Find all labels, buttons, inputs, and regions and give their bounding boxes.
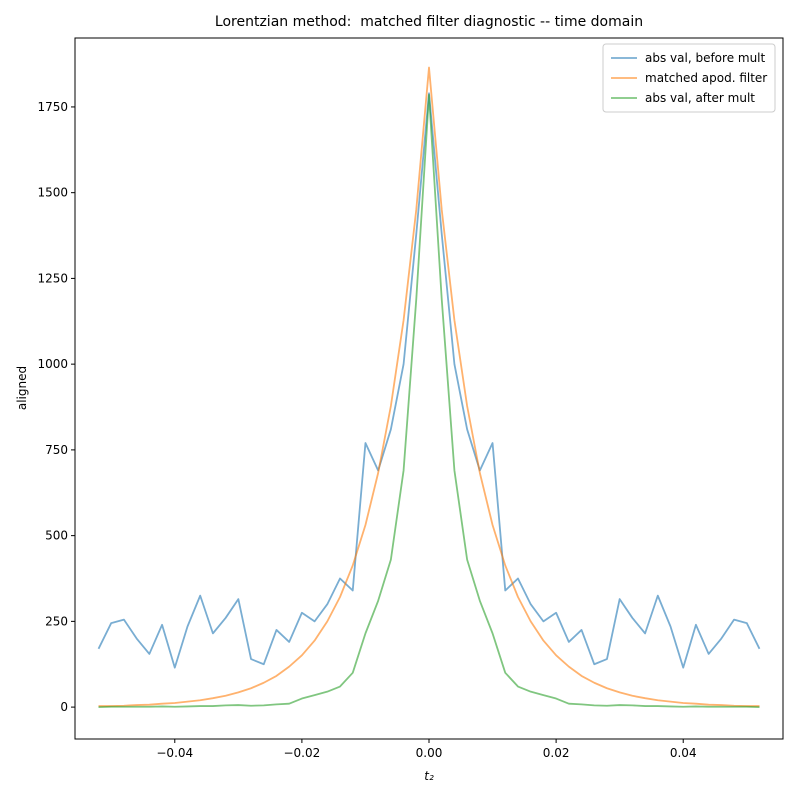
x-axis-label: t₂ [424, 769, 434, 783]
series-line [98, 94, 760, 709]
y-tick-label: 1250 [37, 271, 68, 285]
x-tick-label: −0.02 [283, 746, 320, 760]
x-tick-label: 0.00 [416, 746, 443, 760]
y-tick-label: 500 [45, 529, 68, 543]
x-tick-label: 0.02 [543, 746, 570, 760]
x-tick-label: −0.04 [156, 746, 193, 760]
x-tick-label: 0.04 [670, 746, 697, 760]
legend-label: matched apod. filter [645, 71, 767, 85]
chart-title: Lorentzian method: matched filter diagno… [215, 14, 643, 30]
y-tick-label: 750 [45, 443, 68, 457]
legend-label: abs val, before mult [645, 51, 766, 65]
y-tick-label: 1000 [37, 357, 68, 371]
y-tick-label: 1500 [37, 186, 68, 200]
plot-frame [74, 37, 784, 740]
series-line [98, 66, 760, 707]
series-line [97, 92, 761, 669]
legend-label: abs val, after mult [645, 91, 755, 105]
y-tick-label: 250 [45, 614, 68, 628]
legend-box [602, 43, 776, 113]
y-tick-label: 0 [60, 700, 68, 714]
legend: abs val, before mult matched apod. filter… [602, 43, 776, 113]
y-tick-label: 1750 [37, 100, 68, 114]
y-axis-label: aligned [15, 366, 29, 410]
